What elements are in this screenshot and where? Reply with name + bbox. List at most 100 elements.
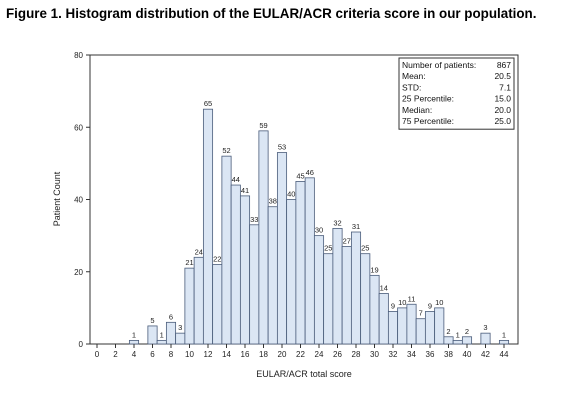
- x-tick-label: 12: [204, 350, 213, 359]
- stat-value: 7.1: [499, 82, 511, 92]
- stat-label: STD:: [402, 82, 421, 92]
- histogram-bar: [424, 311, 436, 345]
- y-tick-label: 80: [74, 51, 83, 60]
- bar-value-label: 24: [195, 247, 203, 256]
- bar-value-label: 25: [324, 244, 332, 253]
- histogram-bar: [406, 303, 417, 345]
- x-tick-label: 44: [500, 350, 509, 359]
- histogram-bar: [369, 274, 380, 345]
- x-tick-label: 6: [150, 350, 155, 359]
- stat-label: Mean:: [402, 71, 426, 81]
- histogram-bar: [239, 195, 251, 345]
- histogram-bar: [165, 321, 177, 345]
- histogram-bar: [443, 336, 454, 345]
- histogram-bar: [267, 206, 278, 345]
- x-tick-label: 22: [296, 350, 305, 359]
- bar-value-label: 9: [428, 301, 432, 310]
- x-tick-label: 10: [185, 350, 194, 359]
- bar-value-label: 31: [352, 222, 360, 231]
- x-tick-label: 16: [241, 350, 250, 359]
- histogram-bar: [387, 311, 399, 345]
- bar-value-label: 11: [408, 294, 416, 303]
- x-axis: 0 2 4 6 8 10 12 14 16 18 20 22 24 26 28 30 32 34 36 38 40 42 4…: [95, 344, 509, 359]
- bar-value-label: 10: [398, 298, 406, 307]
- stat-value: 867: [497, 60, 511, 70]
- histogram-bar: [230, 184, 241, 345]
- histogram-bar: [128, 339, 140, 345]
- bar-value-label: 40: [287, 190, 295, 199]
- bar-value-label: 3: [483, 323, 487, 332]
- bar-value-label: 41: [241, 186, 249, 195]
- x-tick-label: 20: [278, 350, 287, 359]
- histogram-bar: [175, 332, 186, 345]
- bar-value-label: 22: [213, 255, 221, 264]
- histogram-bar: [249, 224, 260, 345]
- histogram-bar: [221, 155, 232, 345]
- stat-value: 25.0: [494, 116, 511, 126]
- histogram-bar: [350, 231, 362, 345]
- x-tick-label: 0: [95, 350, 100, 359]
- y-tick-label: 0: [79, 340, 84, 349]
- bar-value-label: 27: [343, 236, 351, 245]
- x-axis-label: EULAR/ACR total score: [256, 369, 352, 379]
- stat-label: 25 Percentile:: [402, 94, 454, 104]
- stat-value: 20.0: [494, 105, 511, 115]
- bar-value-label: 25: [361, 244, 369, 253]
- stat-label: 75 Percentile:: [402, 116, 454, 126]
- x-tick-label: 38: [444, 350, 453, 359]
- bars-group: [128, 108, 510, 345]
- y-tick-label: 60: [74, 123, 83, 132]
- bar-value-label: 2: [465, 327, 469, 336]
- bar-value-label: 59: [259, 121, 267, 130]
- y-tick-label: 40: [74, 196, 83, 205]
- x-tick-label: 4: [132, 350, 137, 359]
- x-tick-label: 28: [352, 350, 361, 359]
- histogram-bar: [313, 235, 325, 345]
- x-tick-label: 14: [222, 350, 231, 359]
- bar-value-label: 7: [419, 309, 423, 318]
- x-tick-label: 8: [169, 350, 174, 359]
- x-tick-label: 18: [259, 350, 268, 359]
- stat-label: Number of patients:: [402, 60, 476, 70]
- stat-value: 15.0: [494, 94, 511, 104]
- bar-value-label: 5: [150, 316, 154, 325]
- bar-value-label: 3: [178, 323, 182, 332]
- histogram-bar: [498, 339, 510, 345]
- bar-value-label: 53: [278, 143, 286, 152]
- stat-label: Median:: [402, 105, 432, 115]
- bar-value-label: 32: [333, 218, 341, 227]
- histogram-bar: [295, 181, 306, 345]
- bar-value-label: 2: [446, 327, 450, 336]
- bar-value-label: 10: [435, 298, 443, 307]
- bar-value-label: 38: [269, 197, 277, 206]
- histogram-bar: [276, 152, 288, 345]
- histogram-bar: [212, 264, 223, 345]
- histogram-bar: [304, 177, 315, 345]
- histogram-bar: [258, 130, 269, 345]
- bar-value-label: 1: [160, 330, 164, 339]
- histogram-bar: [147, 325, 158, 345]
- histogram-bar: [397, 307, 408, 345]
- bar-value-label: 1: [132, 330, 136, 339]
- bar-value-label: 6: [169, 312, 173, 321]
- stat-value: 20.5: [494, 71, 511, 81]
- histogram-bar: [156, 339, 167, 345]
- histogram-bar: [378, 293, 389, 345]
- histogram-bar: [415, 318, 426, 345]
- x-tick-label: 24: [315, 350, 324, 359]
- histogram-bar: [480, 332, 491, 345]
- histogram-bar: [184, 267, 195, 345]
- figure-caption: Figure 1. Histogram distribution of the …: [6, 6, 537, 21]
- histogram-bar: [332, 227, 343, 345]
- bar-value-label: 45: [296, 171, 304, 180]
- bar-value-label: 9: [391, 301, 395, 310]
- bar-value-label: 14: [380, 283, 388, 292]
- x-tick-label: 26: [333, 350, 342, 359]
- bar-value-label: 21: [185, 258, 193, 267]
- statistics-box-frame: [398, 57, 515, 130]
- histogram-bar: [193, 256, 204, 345]
- histogram-bar: [202, 108, 214, 345]
- x-tick-label: 32: [389, 350, 398, 359]
- y-axis-label: Patient Count: [52, 171, 62, 226]
